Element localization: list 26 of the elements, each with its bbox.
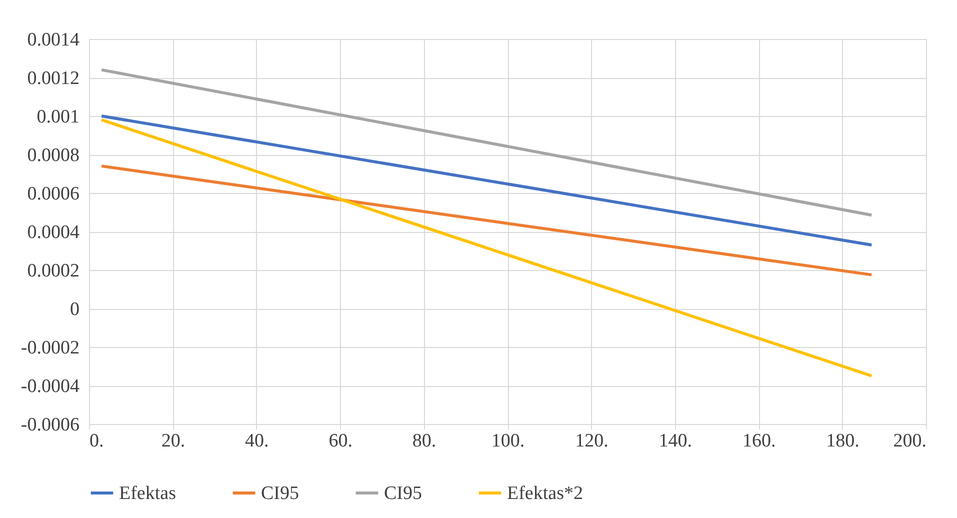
legend-label: Efektas*2 xyxy=(507,483,583,504)
x-tick-label: 0. xyxy=(90,430,104,452)
y-tick-label: -0.0006 xyxy=(20,414,80,436)
y-tick-label: 0.0014 xyxy=(27,30,80,50)
x-tick-label: 100. xyxy=(491,430,525,452)
x-tick-label: 160. xyxy=(742,430,776,452)
legend-label: CI95 xyxy=(261,483,299,504)
x-tick-label: 80. xyxy=(412,430,436,452)
x-tick-label: 120. xyxy=(575,430,608,452)
x-tick-label: 40. xyxy=(245,430,269,452)
x-tick-label: 140. xyxy=(658,430,692,452)
x-tick-label: 200. xyxy=(893,430,926,452)
y-tick-label: 0.001 xyxy=(36,106,80,128)
y-tick-label: -0.0004 xyxy=(20,376,80,397)
legend-label: Efektas xyxy=(119,483,176,504)
y-tick-label: -0.0002 xyxy=(20,338,80,358)
y-tick-label: 0.0008 xyxy=(27,145,80,166)
y-tick-label: 0.0012 xyxy=(27,68,80,89)
y-tick-label: 0 xyxy=(70,299,80,320)
x-tick-label: 180. xyxy=(826,430,860,452)
legend-label: CI95 xyxy=(384,483,422,504)
y-tick-label: 0.0004 xyxy=(27,222,80,243)
x-tick-label: 20. xyxy=(161,430,186,452)
y-tick-label: 0.0006 xyxy=(27,184,80,204)
y-tick-label: 0.0002 xyxy=(27,260,80,282)
x-tick-label: 60. xyxy=(328,430,352,452)
